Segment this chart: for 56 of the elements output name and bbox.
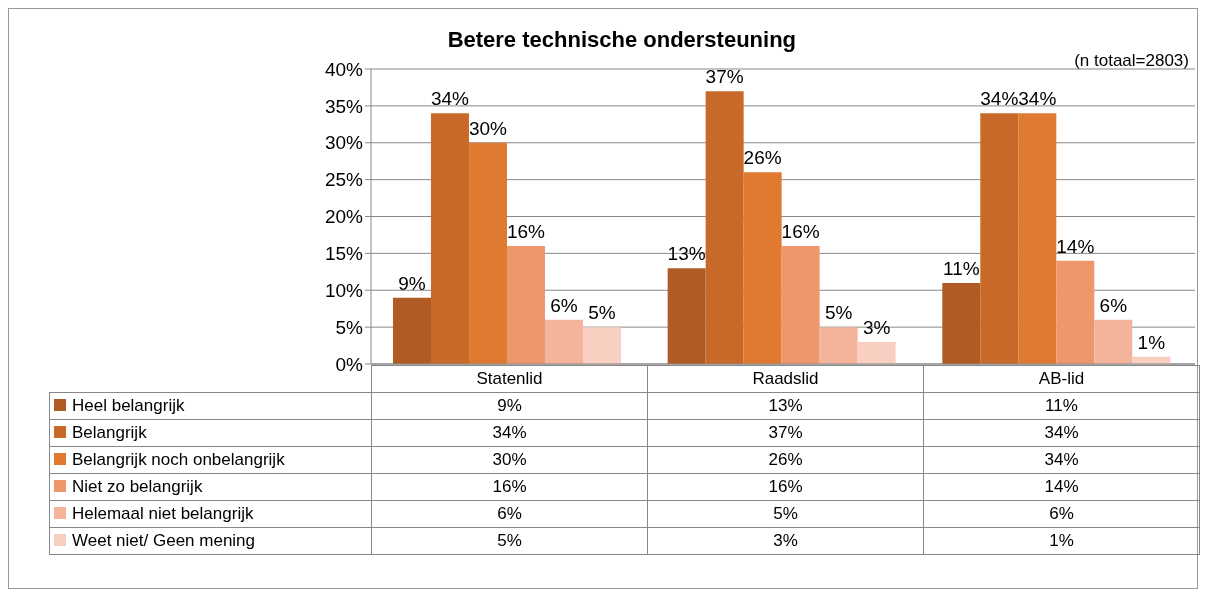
data-label: 16% (647, 473, 924, 501)
legend-label: Helemaal niet belangrijk (49, 500, 372, 528)
y-tick-label: 15% (324, 243, 364, 265)
text: 16% (506, 221, 545, 242)
text: 5% (588, 302, 616, 324)
text: 5% (824, 302, 853, 324)
text: 11% (942, 257, 980, 279)
text: 6% (550, 294, 578, 316)
data-label: 5% (371, 527, 648, 555)
data-label: 9% (371, 392, 648, 420)
y-tick-label: 20% (324, 206, 364, 228)
legend-label: Heel belangrijk (49, 392, 372, 420)
data-label: 34% (923, 419, 1200, 447)
data-label: 5% (647, 500, 924, 528)
legend-label: Weet niet/ Geen mening (49, 527, 372, 555)
y-tick-label: 0% (335, 353, 364, 375)
data-label: 26% (647, 446, 924, 474)
data-label: 34% (371, 419, 648, 447)
data-label: 14% (923, 473, 1200, 501)
annotation: (n totaal=2803) (1074, 51, 1189, 71)
text: 37% (705, 66, 744, 88)
y-tick-label: 10% (324, 279, 364, 301)
y-tick-label: 5% (335, 316, 364, 338)
y-tick-label: 25% (324, 169, 364, 191)
text: 34% (430, 88, 469, 110)
legend-label: Belangrijk noch onbelangrijk (49, 446, 372, 474)
data-label: 1% (923, 527, 1200, 555)
legend-label: Niet zo belangrijk (49, 473, 372, 501)
data-label: 6% (923, 500, 1200, 528)
x-tick-label: Raadslid (647, 365, 924, 393)
x-tick-label: Statenlid (371, 365, 648, 393)
data-label: 6% (371, 500, 648, 528)
text: 6% (1099, 294, 1128, 316)
text: 26% (743, 147, 782, 169)
text: 1% (1137, 331, 1166, 353)
data-label: 13% (647, 392, 924, 420)
text: 14% (1056, 235, 1095, 257)
text: 34% (980, 88, 1019, 110)
data-label: 3% (647, 527, 924, 555)
text: 13% (667, 243, 706, 265)
y-tick-label: 35% (324, 95, 364, 117)
data-label: 30% (371, 446, 648, 474)
text: 16% (781, 221, 820, 242)
text: 30% (468, 117, 507, 139)
text: 9% (398, 272, 426, 294)
data-label: 11% (923, 392, 1200, 420)
data-label: 37% (647, 419, 924, 447)
data-label: 16% (371, 473, 648, 501)
text: 34% (1018, 88, 1057, 110)
chart-title: Betere technische ondersteuning (447, 27, 797, 52)
legend-label: Belangrijk (49, 419, 372, 447)
x-tick-label: AB-lid (923, 365, 1200, 393)
y-tick-label: 30% (324, 132, 364, 154)
text: 3% (862, 316, 891, 338)
data-label: 34% (923, 446, 1200, 474)
y-tick-label: 40% (324, 58, 364, 80)
